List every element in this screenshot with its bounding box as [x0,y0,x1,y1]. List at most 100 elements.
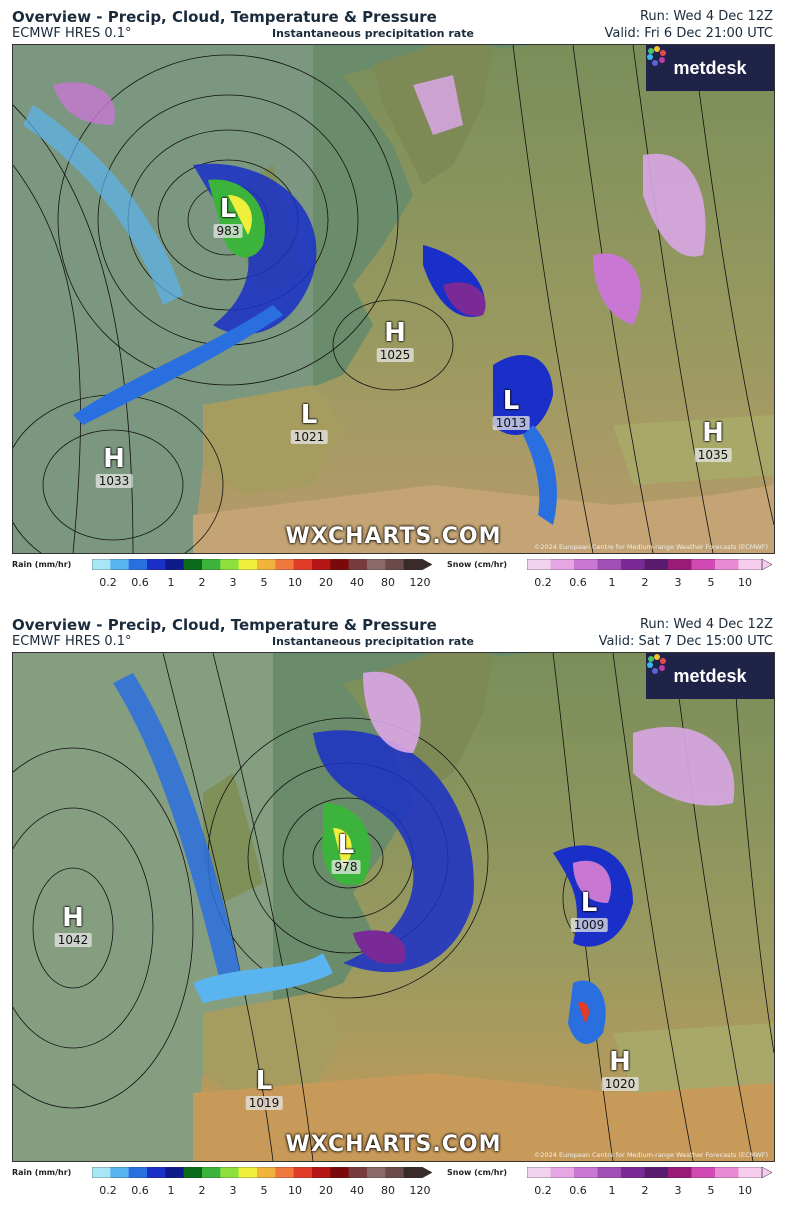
pressure-letter: H [384,318,406,348]
pressure-center: L 983 [213,194,243,238]
logo-text: metdesk [673,665,747,686]
snow-tick: 0.2 [534,576,552,589]
weather-map: L 978 H 1042 L 1009 L 1019 H 1020 [12,652,775,1162]
pressure-value: 1009 [570,918,608,932]
colorbar-swatch [738,559,763,570]
colorbar-swatch [527,559,551,570]
colorbar-swatch [574,1167,598,1178]
colorbar-border [92,1167,423,1178]
snow-tick: 10 [738,576,752,589]
rain-tick: 2 [198,576,206,589]
run-time: Run: Wed 4 Dec 12Z [639,9,773,24]
rain-legend-label: Rain (mm/hr) [12,1168,72,1177]
colorbar-swatch [92,559,111,570]
colorbar-swatch [220,1167,240,1178]
pressure-center: L 1009 [570,888,608,932]
rain-legend-label: Rain (mm/hr) [12,560,72,569]
colorbar-swatch [110,559,130,570]
pressure-value: 1013 [492,416,530,430]
pressure-center: H 1025 [376,318,414,362]
legend: Rain (mm/hr) 0.2 0.6 1 2 3 5 10 20 40 80… [0,556,785,596]
colorbar-swatch [367,1167,386,1178]
colorbar-swatch [738,1167,763,1178]
colorbar-swatch [715,559,739,570]
colorbar-swatch [110,1167,130,1178]
rain-tick: 0.6 [131,576,149,589]
metdesk-logo: metdesk [646,653,774,699]
pressure-center: L 1021 [290,402,328,444]
snow-tick: 0.6 [569,1184,587,1197]
snow-tick: 5 [707,576,715,589]
colorbar-swatch [293,559,313,570]
colorbar-swatch [238,559,258,570]
weather-map: L 983 H 1025 L 1021 H 1033 L 1013 H 1035 [12,44,775,554]
pressure-value: 978 [331,860,361,874]
colorbar-swatch [715,1167,739,1178]
colorbar-swatch [550,559,575,570]
colorbar-swatch [403,1167,423,1178]
map-graphic [13,45,774,553]
colorbar-swatch [202,1167,221,1178]
colorbar-swatch [367,559,386,570]
rain-tick: 120 [409,576,431,589]
colorbar-swatch [597,1167,622,1178]
snow-tick: 10 [738,1184,752,1197]
valid-time: Valid: Fri 6 Dec 21:00 UTC [604,26,773,41]
colorbar-swatch [128,559,148,570]
colorbar-swatch [275,559,295,570]
pressure-letter: H [609,1047,631,1077]
copyright: ©2024 European Centre for Medium-range W… [533,1151,768,1159]
colorbar-swatch [574,559,598,570]
colorbar-swatch [644,1167,669,1178]
colorbar-arrow [761,1167,772,1178]
snow-tick: 3 [674,576,682,589]
colorbar-border [92,559,423,570]
colorbar-swatch [348,559,368,570]
model-label: ECMWF HRES 0.1° [12,634,132,649]
landmass-iberia [203,385,343,495]
rain-tick: 0.6 [131,1184,149,1197]
pressure-center: L 1013 [492,388,530,430]
pressure-letter: L [580,888,598,918]
snow-tick: 5 [707,1184,715,1197]
pressure-value: 1025 [376,348,414,362]
legend: Rain (mm/hr) 0.2 0.6 1 2 3 5 10 20 40 80… [0,1164,785,1204]
rain-tick: 20 [319,1184,333,1197]
snow-tick: 0.6 [569,576,587,589]
pressure-center: H 1042 [54,903,92,947]
snow-tick: 1 [608,576,616,589]
snow-colorbar [527,1167,772,1178]
rain-colorbar [92,1167,432,1178]
colorbar-border [527,559,763,570]
pressure-value: 983 [213,224,243,238]
colorbar-swatch [183,1167,203,1178]
flower-icon [647,654,666,674]
rain-tick: 5 [260,1184,268,1197]
snow-tick: 0.2 [534,1184,552,1197]
rain-tick: 20 [319,576,333,589]
colorbar-swatch [202,559,221,570]
rain-tick: 1 [167,1184,175,1197]
pressure-letter: L [219,194,237,224]
pressure-letter: L [337,830,355,860]
pressure-letter: H [62,903,84,933]
pressure-center: L 978 [331,830,361,874]
rain-tick: 10 [288,576,302,589]
panel-title: Overview - Precip, Cloud, Temperature & … [12,8,437,26]
colorbar-swatch [597,559,622,570]
colorbar-swatch [385,559,405,570]
colorbar-swatch [621,559,645,570]
colorbar-swatch [527,1167,551,1178]
colorbar-swatch [312,1167,331,1178]
pressure-letter: L [255,1066,273,1096]
landmass-anatolia [613,1023,774,1093]
colorbar-swatch [330,559,350,570]
snow-colorbar [527,559,772,570]
pressure-center: H 1020 [601,1047,639,1091]
pressure-center: H 1033 [95,446,133,488]
snow-tick: 3 [674,1184,682,1197]
rain-tick: 40 [350,576,364,589]
pressure-center: L 1019 [245,1066,283,1110]
rain-tick: 1 [167,576,175,589]
colorbar-swatch [550,1167,575,1178]
